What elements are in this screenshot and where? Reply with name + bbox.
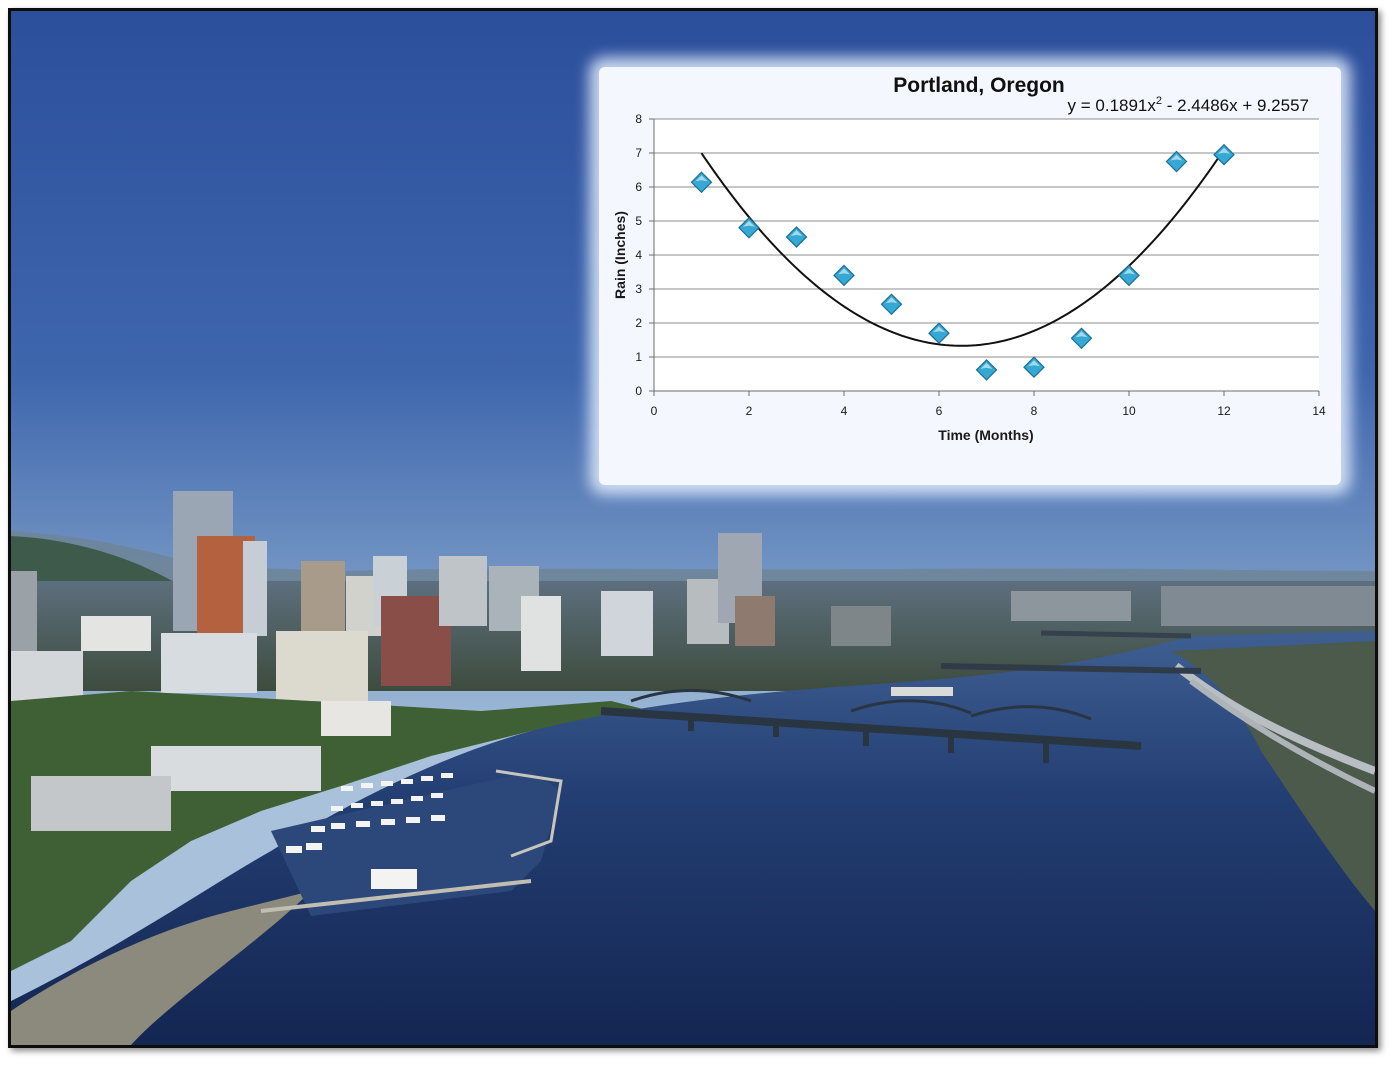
data-point (928, 322, 950, 345)
y-tick-label: 1 (635, 350, 642, 364)
data-point (1070, 327, 1093, 350)
y-tick-label: 3 (635, 282, 642, 296)
trendline-group (700, 148, 1225, 347)
data-point-highlight (790, 229, 803, 236)
data-point (1165, 150, 1188, 173)
data-point (880, 293, 903, 316)
data-point (1213, 143, 1235, 166)
x-tick-label: 2 (746, 404, 753, 418)
x-tick-label: 4 (841, 404, 848, 418)
x-tick-label: 6 (936, 404, 943, 418)
data-point-highlight (1123, 268, 1135, 275)
x-tick-label: 14 (1312, 404, 1326, 418)
equation-exponent: 2 (1156, 95, 1162, 107)
data-point-highlight (933, 326, 945, 333)
y-axis-title: Rain (Inches) (612, 211, 628, 299)
y-tick-label: 5 (635, 214, 642, 228)
y-tick-label: 7 (635, 146, 642, 160)
x-tick-label: 0 (651, 404, 658, 418)
data-point-highlight (1218, 147, 1230, 154)
x-axis-title: Time (Months) (938, 427, 1033, 443)
data-point-highlight (1028, 360, 1040, 367)
data-point-highlight (885, 297, 898, 304)
chart-panel: 0 1 2 3 4 5 6 7 8 0 2 4 6 8 10 12 14 Portland, Oregon y … (599, 67, 1341, 485)
x-tick-label: 12 (1217, 404, 1231, 418)
y-tick-label: 4 (635, 248, 642, 262)
y-tick-label: 8 (635, 112, 642, 126)
trendline-equation: y = 0.1891x2 - 2.4486x + 9.2557 (1068, 95, 1309, 115)
data-point-highlight (980, 362, 993, 369)
data-point (738, 216, 760, 239)
x-tick-label: 8 (1031, 404, 1038, 418)
x-tick-label: 10 (1122, 404, 1136, 418)
gridlines (654, 118, 1319, 358)
data-point-highlight (838, 268, 850, 275)
data-points (690, 143, 1235, 381)
data-point (975, 359, 998, 381)
axes (649, 118, 1320, 396)
y-tick-label: 6 (635, 180, 642, 194)
data-point-highlight (1075, 331, 1088, 338)
data-point-highlight (695, 175, 708, 182)
data-point-highlight (1170, 154, 1183, 161)
data-point (690, 171, 713, 194)
data-point-highlight (743, 220, 755, 227)
equation-rest: - 2.4486x + 9.2557 (1162, 96, 1309, 115)
trendline (700, 148, 1225, 347)
data-point (833, 264, 855, 287)
data-point (1023, 356, 1045, 379)
y-tick-label: 2 (635, 316, 642, 330)
data-point (1118, 264, 1140, 287)
equation-base: y = 0.1891x (1068, 96, 1157, 115)
chart-title: Portland, Oregon (893, 74, 1065, 97)
data-point (785, 226, 808, 248)
y-tick-label: 0 (635, 384, 642, 398)
picture-frame: 0 1 2 3 4 5 6 7 8 0 2 4 6 8 10 12 14 Portland, Oregon y … (8, 8, 1378, 1048)
